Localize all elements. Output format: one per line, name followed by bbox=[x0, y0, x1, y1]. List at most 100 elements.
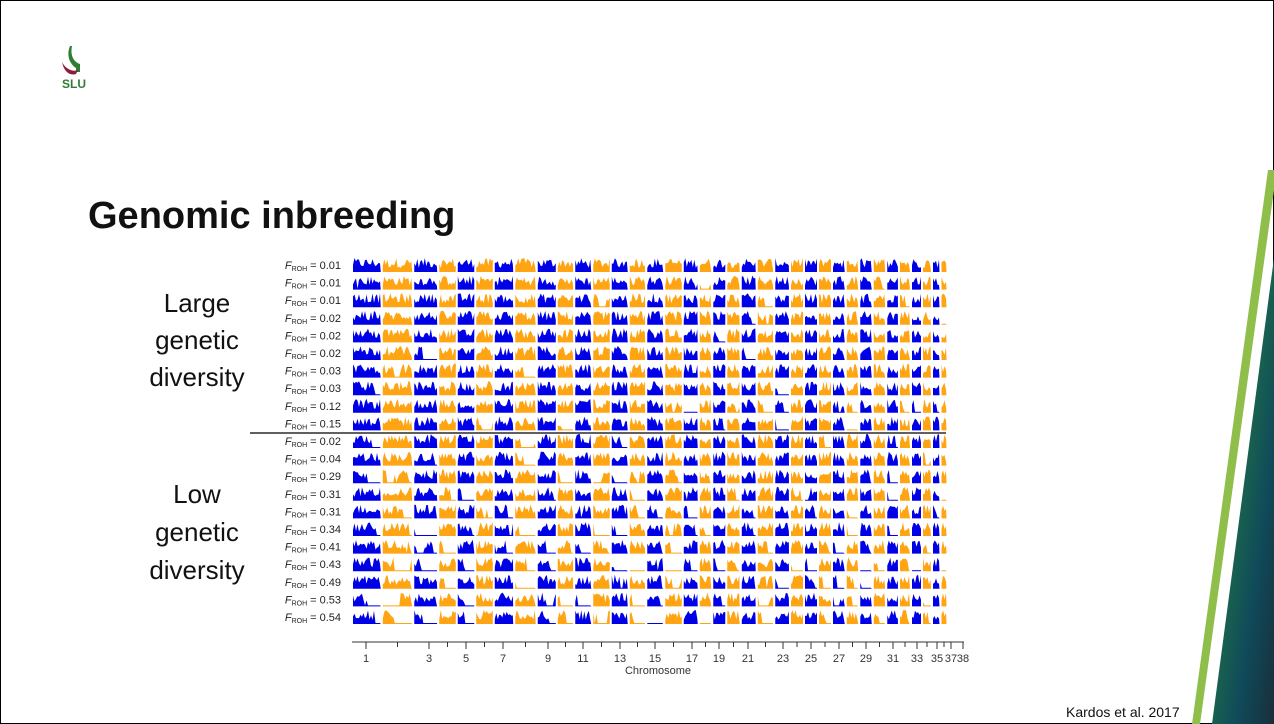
row-label-subscript: ROH bbox=[292, 512, 308, 519]
chromosome-track bbox=[923, 439, 931, 448]
row-label-value: 0.31 bbox=[320, 506, 341, 518]
row-label-sign: = bbox=[310, 383, 316, 395]
x-tick-label: 9 bbox=[545, 653, 551, 665]
chromosome-track bbox=[942, 570, 947, 571]
x-tick-label: 21 bbox=[742, 653, 754, 665]
chromosome-track bbox=[700, 623, 712, 624]
row-label-subscript: ROH bbox=[292, 424, 308, 431]
chromosome-track bbox=[647, 623, 663, 624]
chromosome-track bbox=[942, 500, 947, 501]
group-label: Large bbox=[164, 288, 231, 318]
chromosome-track bbox=[383, 329, 413, 343]
chromosome-track bbox=[665, 570, 682, 571]
row-label-sign: = bbox=[310, 366, 316, 378]
row-label-subscript: ROH bbox=[292, 618, 308, 625]
row-label-value: 0.54 bbox=[320, 612, 341, 624]
row-label-value: 0.01 bbox=[320, 295, 341, 307]
group-label: Low bbox=[173, 479, 221, 509]
row-label-sign: = bbox=[310, 295, 316, 307]
x-tick-label: 11 bbox=[577, 653, 588, 665]
x-tick-label: 15 bbox=[649, 653, 661, 665]
x-tick-label: 37 bbox=[945, 653, 957, 665]
x-tick-label: 7 bbox=[500, 653, 506, 665]
row-label-subscript: ROH bbox=[292, 301, 308, 308]
group-label: diversity bbox=[149, 555, 244, 585]
row-label-sign: = bbox=[310, 418, 316, 430]
row-label-sign: = bbox=[310, 401, 316, 413]
x-axis-label: Chromosome bbox=[625, 665, 691, 677]
x-tick-label: 17 bbox=[686, 653, 698, 665]
x-tick-label: 3 bbox=[426, 653, 432, 665]
row-label-subscript: ROH bbox=[292, 336, 308, 343]
row-label-subscript: ROH bbox=[292, 600, 308, 607]
row-label-sign: = bbox=[310, 454, 316, 466]
x-tick-label: 19 bbox=[713, 653, 725, 665]
row-label-sign: = bbox=[310, 348, 316, 360]
row-label-sign: = bbox=[310, 594, 316, 606]
row-label-subscript: ROH bbox=[292, 530, 308, 537]
x-tick-label: 23 bbox=[777, 653, 789, 665]
row-label-value: 0.34 bbox=[320, 524, 341, 536]
x-tick-label: 27 bbox=[833, 653, 845, 665]
row-label-value: 0.04 bbox=[320, 454, 341, 466]
chromosome-track bbox=[630, 570, 646, 571]
x-tick-label: 29 bbox=[860, 653, 872, 665]
chromosome-track bbox=[942, 324, 947, 325]
chromosome-track bbox=[727, 611, 740, 624]
x-tick-label: 5 bbox=[463, 653, 469, 665]
row-label-sign: = bbox=[310, 577, 316, 589]
slide: SLU Genomic inbreeding Large genetic div… bbox=[0, 0, 1274, 724]
row-label-value: 0.29 bbox=[320, 471, 341, 483]
row-label-subscript: ROH bbox=[292, 548, 308, 555]
group-label: genetic bbox=[155, 325, 239, 355]
row-label-subscript: ROH bbox=[292, 284, 308, 291]
x-tick-label: 38 bbox=[957, 653, 969, 665]
row-label-value: 0.43 bbox=[320, 559, 341, 571]
logo-text: SLU bbox=[62, 77, 86, 91]
row-label-sign: = bbox=[310, 506, 316, 518]
row-label-value: 0.02 bbox=[320, 313, 341, 325]
row-label-value: 0.01 bbox=[320, 278, 341, 290]
row-label-value: 0.01 bbox=[320, 260, 341, 272]
row-label-subscript: ROH bbox=[292, 460, 308, 467]
row-label-subscript: ROH bbox=[292, 407, 308, 414]
row-label-subscript: ROH bbox=[292, 442, 308, 449]
row-label-sign: = bbox=[310, 559, 316, 571]
x-tick-label: 33 bbox=[911, 653, 923, 665]
row-label-sign: = bbox=[310, 313, 316, 325]
citation: Kardos et al. 2017 bbox=[1066, 704, 1180, 720]
row-label-value: 0.02 bbox=[320, 348, 341, 360]
row-label-subscript: ROH bbox=[292, 266, 308, 273]
row-label-value: 0.53 bbox=[320, 594, 341, 606]
row-label-subscript: ROH bbox=[292, 495, 308, 502]
x-tick-label: 25 bbox=[805, 653, 817, 665]
row-label-subscript: ROH bbox=[292, 565, 308, 572]
row-label-subscript: ROH bbox=[292, 354, 308, 361]
row-label-sign: = bbox=[310, 278, 316, 290]
group-label: diversity bbox=[149, 362, 244, 392]
chromosome-track bbox=[684, 412, 698, 413]
row-label-value: 0.49 bbox=[320, 577, 341, 589]
chromosome-track bbox=[727, 418, 740, 430]
row-label-value: 0.03 bbox=[320, 383, 341, 395]
row-label-subscript: ROH bbox=[292, 389, 308, 396]
row-label-sign: = bbox=[310, 330, 316, 342]
chromosome-track bbox=[860, 570, 872, 571]
row-label-value: 0.02 bbox=[320, 330, 341, 342]
chromosome-track bbox=[912, 570, 921, 571]
row-label-subscript: ROH bbox=[292, 372, 308, 379]
x-tick-label: 35 bbox=[931, 653, 943, 665]
row-label-sign: = bbox=[310, 524, 316, 536]
group-label: genetic bbox=[155, 517, 239, 547]
row-label-sign: = bbox=[310, 471, 316, 483]
x-tick-label: 1 bbox=[363, 653, 369, 665]
x-tick-label: 31 bbox=[887, 653, 899, 665]
row-label-value: 0.02 bbox=[320, 436, 341, 448]
row-label-value: 0.15 bbox=[320, 418, 341, 430]
chromosome-track bbox=[847, 429, 859, 430]
slide-title: Genomic inbreeding bbox=[88, 195, 455, 237]
row-label-sign: = bbox=[310, 260, 316, 272]
x-tick-label: 13 bbox=[614, 653, 626, 665]
row-label-sign: = bbox=[310, 436, 316, 448]
row-label-sign: = bbox=[310, 542, 316, 554]
